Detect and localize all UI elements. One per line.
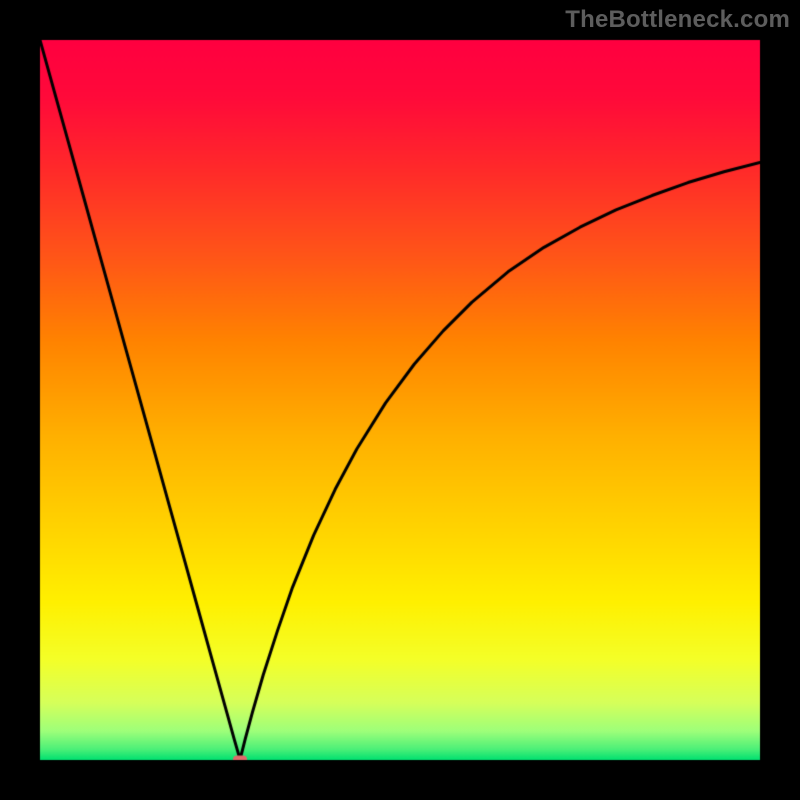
bottleneck-chart	[0, 0, 800, 800]
watermark-text: TheBottleneck.com	[565, 6, 790, 34]
